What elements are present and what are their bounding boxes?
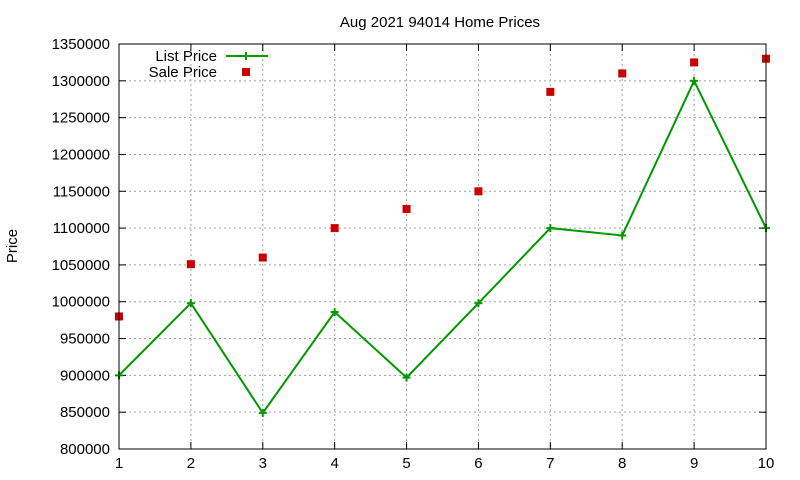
- data-point-list-price: [330, 308, 339, 317]
- legend-label-list-price: List Price: [155, 48, 217, 65]
- x-tick-label: 7: [546, 455, 554, 472]
- y-tick-label: 1300000: [52, 73, 110, 90]
- x-tick-label: 2: [187, 455, 195, 472]
- data-point-sale-price: [258, 253, 267, 262]
- x-tick-label: 5: [402, 455, 410, 472]
- y-tick-label: 1100000: [53, 220, 110, 237]
- data-point-list-price: [618, 231, 627, 240]
- data-point-sale-price: [690, 58, 699, 67]
- data-point-sale-price: [618, 69, 627, 78]
- y-tick-label: 850000: [60, 404, 110, 421]
- y-axis-label: Price: [4, 229, 21, 263]
- x-tick-label: 9: [690, 455, 698, 472]
- y-tick-label: 1350000: [52, 36, 110, 53]
- y-tick-label: 1200000: [52, 146, 110, 163]
- data-series: [115, 54, 770, 417]
- data-point-sale-price: [402, 204, 411, 213]
- data-point-list-price: [186, 299, 195, 308]
- chart-title: Aug 2021 94014 Home Prices: [340, 14, 540, 31]
- data-point-list-price: [546, 224, 555, 233]
- x-tick-label: 1: [115, 455, 123, 472]
- x-tick-label: 3: [259, 455, 267, 472]
- y-tick-label: 1150000: [53, 183, 110, 200]
- data-point-sale-price: [186, 260, 195, 269]
- series-line-list-price: [118, 78, 767, 415]
- plot-frame: [118, 43, 767, 450]
- legend-marker-list-price: [242, 52, 250, 60]
- y-tick-label: 950000: [60, 331, 110, 348]
- y-tick-label: 1250000: [52, 110, 110, 127]
- grid-lines: [119, 44, 766, 449]
- data-point-sale-price: [330, 224, 339, 233]
- y-tick-label: 1000000: [52, 294, 110, 311]
- x-tick-label: 10: [758, 455, 775, 472]
- data-point-list-price: [474, 299, 483, 308]
- legend-label-sale-price: Sale Price: [149, 64, 217, 81]
- y-tick-label: 800000: [60, 441, 110, 458]
- data-point-list-price: [402, 373, 411, 382]
- axis-ticks: 8000008500009000009500001000000105000011…: [52, 36, 775, 472]
- data-point-list-price: [690, 76, 699, 85]
- legend: List Price Sale Price: [149, 48, 268, 81]
- legend-symbols: [226, 52, 268, 76]
- x-tick-label: 6: [474, 455, 482, 472]
- x-tick-label: 8: [618, 455, 626, 472]
- x-tick-label: 4: [330, 455, 338, 472]
- legend-marker-sale-price: [242, 68, 250, 76]
- data-point-sale-price: [546, 87, 555, 96]
- data-point-sale-price: [474, 187, 483, 196]
- y-tick-label: 900000: [60, 367, 110, 384]
- data-point-list-price: [258, 408, 267, 417]
- y-tick-label: 1050000: [52, 257, 110, 274]
